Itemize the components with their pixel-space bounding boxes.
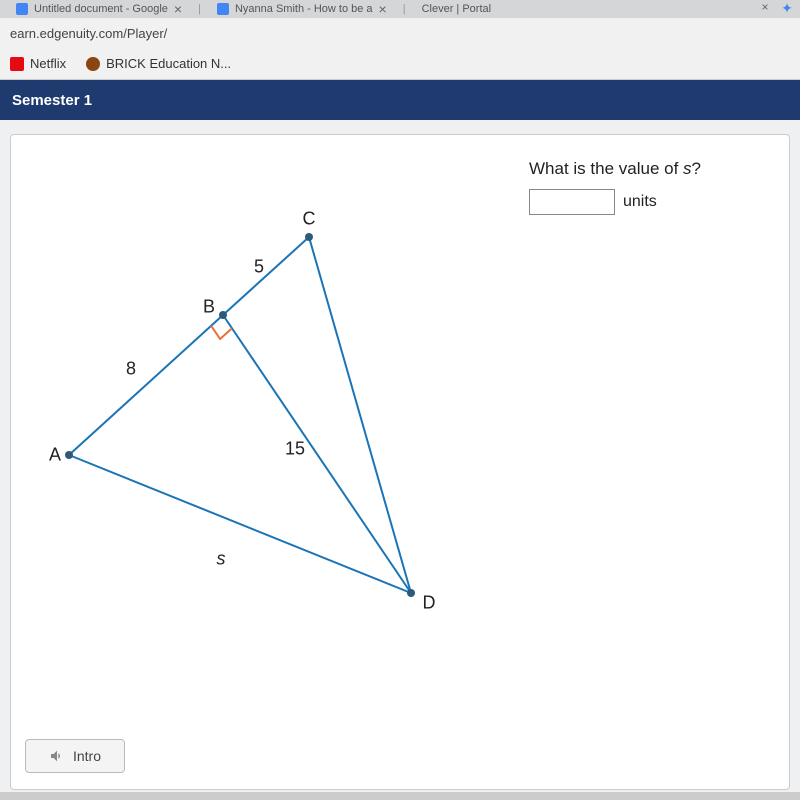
content-area: What is the value of s? units — [0, 120, 800, 800]
bookmark-label: Netflix — [30, 56, 66, 71]
content-panel: What is the value of s? units — [10, 134, 790, 790]
edge-BD — [223, 315, 411, 593]
edge-label-BC: 5 — [254, 257, 264, 278]
label-C: C — [303, 209, 316, 230]
point-C — [305, 233, 313, 241]
label-A: A — [49, 445, 61, 466]
browser-tabs: Untitled document - Google × | Nyanna Sm… — [0, 0, 800, 18]
taskbar — [0, 792, 800, 800]
label-D: D — [423, 593, 436, 614]
diagram-svg — [31, 165, 481, 625]
star-icon[interactable]: ✦ — [778, 0, 796, 16]
netflix-icon — [10, 57, 24, 71]
edge-AD — [69, 455, 411, 593]
label-B: B — [203, 297, 215, 318]
sound-icon — [49, 748, 65, 764]
window-controls: × ✦ — [752, 0, 800, 16]
edge-CD — [309, 237, 411, 593]
point-B — [219, 311, 227, 319]
tab-label: Clever | Portal — [422, 3, 492, 15]
tab-label: Nyanna Smith - How to be a — [235, 3, 373, 15]
right-angle-marker — [211, 326, 232, 339]
close-icon[interactable]: × — [756, 0, 774, 16]
tab-separator: | — [198, 3, 201, 15]
tab-google-docs[interactable]: Untitled document - Google × — [8, 0, 190, 19]
page-header: Semester 1 — [0, 80, 800, 120]
edge-BC — [223, 237, 309, 315]
edge-label-AB: 8 — [126, 359, 136, 380]
question-block: What is the value of s? units — [529, 159, 759, 215]
triangle-diagram: A B C D 8 5 15 s — [31, 165, 481, 605]
bookmark-netflix[interactable]: Netflix — [10, 56, 66, 71]
point-A — [65, 451, 73, 459]
tab-separator: | — [403, 3, 406, 15]
intro-button[interactable]: Intro — [25, 739, 125, 773]
bookmark-label: BRICK Education N... — [106, 56, 231, 71]
point-D — [407, 589, 415, 597]
edge-label-AD: s — [217, 549, 226, 570]
brick-icon — [86, 57, 100, 71]
docs-icon — [16, 3, 28, 15]
tab-clever[interactable]: Clever | Portal — [414, 1, 500, 17]
intro-label: Intro — [73, 748, 101, 764]
bookmark-brick[interactable]: BRICK Education N... — [86, 56, 231, 71]
bookmarks-bar: Netflix BRICK Education N... — [0, 48, 800, 80]
docs-icon — [217, 3, 229, 15]
units-label: units — [623, 193, 657, 211]
tab-nyanna[interactable]: Nyanna Smith - How to be a × — [209, 0, 395, 19]
close-icon[interactable]: × — [379, 1, 387, 17]
close-icon[interactable]: × — [174, 1, 182, 17]
answer-row: units — [529, 189, 759, 215]
tab-label: Untitled document - Google — [34, 3, 168, 15]
question-text: What is the value of s? — [529, 159, 759, 179]
edge-AB — [69, 315, 223, 455]
url-text: earn.edgenuity.com/Player/ — [10, 26, 167, 41]
header-title: Semester 1 — [12, 92, 92, 109]
url-bar[interactable]: earn.edgenuity.com/Player/ — [0, 18, 800, 48]
edge-label-BD: 15 — [285, 439, 305, 460]
answer-input[interactable] — [529, 189, 615, 215]
